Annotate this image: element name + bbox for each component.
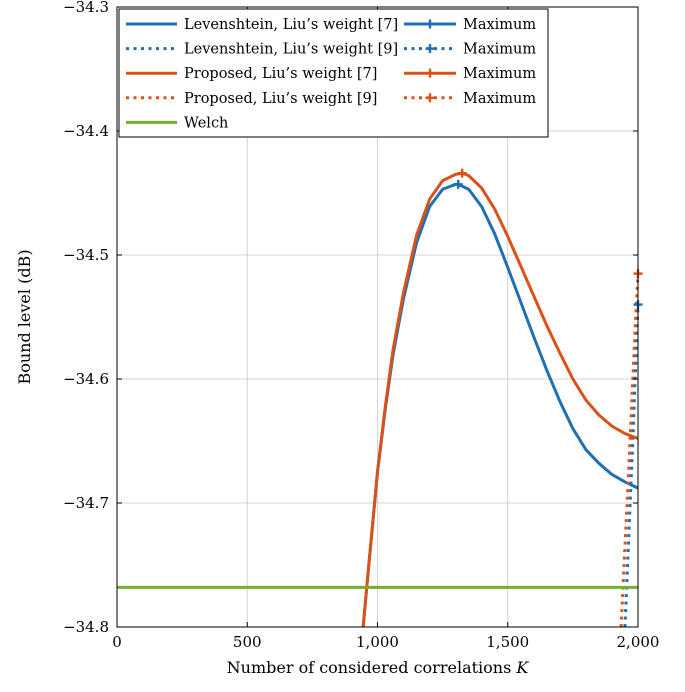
legend-marker (425, 93, 435, 103)
legend-label: Levenshtein, Liu’s weight [7] (184, 17, 398, 33)
legend-label: Proposed, Liu’s weight [7] (184, 66, 377, 82)
y-tick-label: −34.4 (63, 122, 109, 140)
x-tick-label: 0 (112, 633, 122, 651)
y-tick-label: −34.6 (63, 370, 109, 388)
maximum-marker (453, 179, 463, 189)
legend-box (118, 8, 549, 138)
tick-labels: 0 500 1,000 1,500 2,000 −34.8 −34.7 −34.6 −34.5 −… (63, 0, 659, 651)
x-axis-label-variable: K (515, 658, 529, 677)
legend-marker (425, 19, 435, 29)
legend-marker (425, 68, 435, 78)
legend-marker (425, 44, 435, 54)
x-tick-label: 500 (233, 633, 262, 651)
series-line (623, 304, 640, 628)
y-tick-label: −34.5 (63, 246, 109, 264)
x-tick-label: 1,500 (486, 633, 529, 651)
legend-label: Welch (184, 115, 228, 131)
legend: Levenshtein, Liu’s weight [7] Levenshtein… (118, 8, 549, 138)
legend-label: Maximum (463, 42, 536, 58)
legend-label: Maximum (463, 17, 536, 33)
legend-label: Proposed, Liu’s weight [9] (184, 91, 377, 107)
y-tick-label: −34.8 (63, 618, 109, 636)
x-tick-label: 1,000 (356, 633, 399, 651)
legend-label: Maximum (463, 91, 536, 107)
series-layer (117, 168, 643, 628)
series-line (361, 182, 639, 628)
y-tick-label: −34.7 (63, 494, 109, 512)
legend-label: Levenshtein, Liu’s weight [9] (184, 42, 398, 58)
y-axis-label: Bound level (dB) (15, 249, 34, 384)
x-tick-label: 2,000 (617, 633, 660, 651)
x-axis-label-text: Number of considered correlations (227, 658, 517, 677)
maximum-marker (457, 168, 467, 178)
series-line (361, 171, 639, 628)
series-line (619, 273, 640, 628)
x-axis-label: Number of considered correlations K (227, 658, 530, 677)
legend-label: Maximum (463, 66, 536, 82)
y-tick-label: −34.3 (63, 0, 109, 16)
